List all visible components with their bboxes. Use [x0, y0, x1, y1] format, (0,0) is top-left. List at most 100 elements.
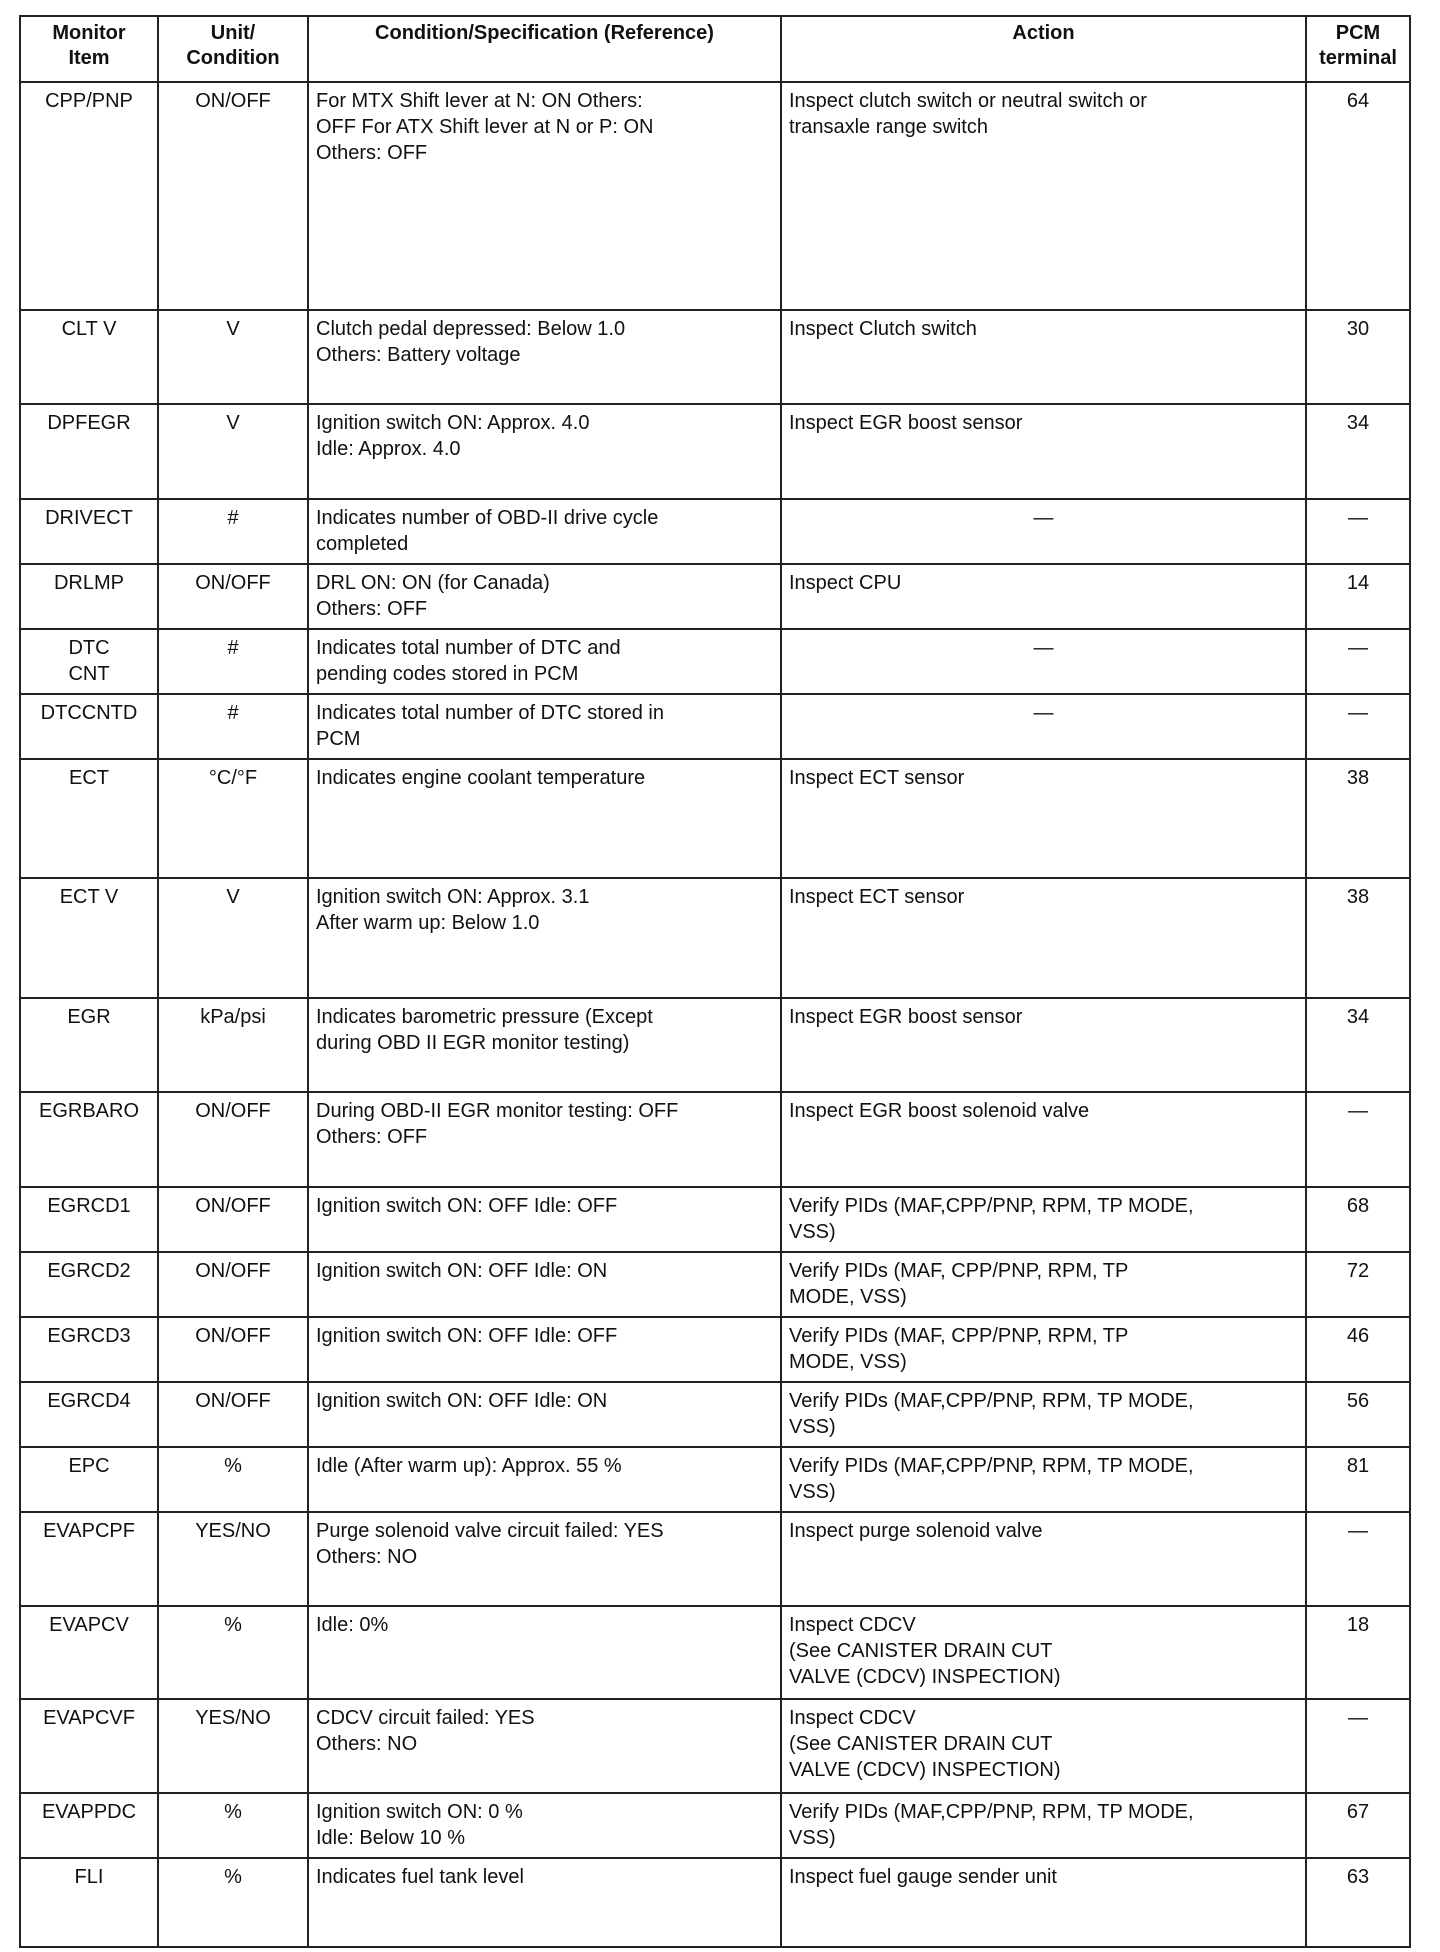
condition-cell: Indicates engine coolant temperature [307, 758, 782, 879]
header-condition-specification: Condition/Specification (Reference) [307, 15, 782, 83]
action-cell: Verify PIDs (MAF, CPP/PNP, RPM, TP MODE,… [780, 1316, 1307, 1383]
pcm-terminal-cell: 72 [1305, 1251, 1411, 1318]
monitor-item-cell: EGRCD2 [19, 1251, 159, 1318]
table-header-row: Monitor Item Unit/ Condition Condition/S… [19, 15, 1411, 83]
pcm-terminal-cell: 38 [1305, 877, 1411, 999]
action-cell: Verify PIDs (MAF,CPP/PNP, RPM, TP MODE, … [780, 1446, 1307, 1513]
monitor-item-cell: DPFEGR [19, 403, 159, 500]
pcm-terminal-cell: 68 [1305, 1186, 1411, 1253]
condition-cell: Ignition switch ON: Approx. 3.1 After wa… [307, 877, 782, 999]
pcm-terminal-cell: 67 [1305, 1792, 1411, 1859]
action-cell: Inspect Clutch switch [780, 309, 1307, 405]
condition-cell: Ignition switch ON: OFF Idle: ON [307, 1251, 782, 1318]
condition-cell: Clutch pedal depressed: Below 1.0 Others… [307, 309, 782, 405]
table-row: EPC% Idle (After warm up): Approx. 55 % Ve… [19, 1446, 1411, 1513]
table-row: EVAPPDC% Ignition switch ON: 0 % Idle: Be… [19, 1792, 1411, 1859]
condition-cell: Indicates total number of DTC stored in … [307, 693, 782, 760]
condition-cell: Purge solenoid valve circuit failed: YES… [307, 1511, 782, 1607]
table-row: EGRBARO ON/OFF During OBD-II EGR monitor t… [19, 1091, 1411, 1188]
unit-cell: ON/OFF [157, 81, 309, 311]
action-cell: Inspect purge solenoid valve [780, 1511, 1307, 1607]
action-cell: Inspect fuel gauge sender unit [780, 1857, 1307, 1948]
table-row: DRIVECT # Indicates number of OBD-II drive… [19, 498, 1411, 565]
unit-cell: kPa/psi [157, 997, 309, 1093]
table-row: EGR kPa/psi Indicates barometric pressure … [19, 997, 1411, 1093]
monitor-item-cell: EVAPCVF [19, 1698, 159, 1794]
condition-cell: Ignition switch ON: 0 % Idle: Below 10 % [307, 1792, 782, 1859]
condition-cell: Ignition switch ON: OFF Idle: OFF [307, 1186, 782, 1253]
action-cell: Inspect CDCV (See CANISTER DRAIN CUT VAL… [780, 1698, 1307, 1794]
pcm-terminal-cell: — [1305, 1698, 1411, 1794]
unit-cell: ON/OFF [157, 1091, 309, 1188]
pcm-terminal-cell: 56 [1305, 1381, 1411, 1448]
pcm-terminal-cell: — [1305, 498, 1411, 565]
condition-cell: Idle: 0% [307, 1605, 782, 1700]
header-unit-condition: Unit/ Condition [157, 15, 309, 83]
unit-cell: ON/OFF [157, 563, 309, 630]
action-cell: Verify PIDs (MAF,CPP/PNP, RPM, TP MODE, … [780, 1186, 1307, 1253]
monitor-item-cell: EPC [19, 1446, 159, 1513]
action-cell: — [780, 498, 1307, 565]
unit-cell: V [157, 877, 309, 999]
pcm-terminal-cell: 46 [1305, 1316, 1411, 1383]
pcm-terminal-cell: 30 [1305, 309, 1411, 405]
action-cell: Inspect ECT sensor [780, 877, 1307, 999]
action-cell: Verify PIDs (MAF,CPP/PNP, RPM, TP MODE, … [780, 1792, 1307, 1859]
condition-cell: CDCV circuit failed: YES Others: NO [307, 1698, 782, 1794]
condition-cell: Indicates fuel tank level [307, 1857, 782, 1948]
unit-cell: ON/OFF [157, 1316, 309, 1383]
condition-cell: Idle (After warm up): Approx. 55 % [307, 1446, 782, 1513]
unit-cell: V [157, 309, 309, 405]
pcm-terminal-cell: 14 [1305, 563, 1411, 630]
monitor-item-cell: EGRCD1 [19, 1186, 159, 1253]
pcm-terminal-cell: 38 [1305, 758, 1411, 879]
unit-cell: # [157, 628, 309, 695]
monitor-item-cell: EVAPCV [19, 1605, 159, 1700]
unit-cell: ON/OFF [157, 1251, 309, 1318]
condition-cell: DRL ON: ON (for Canada) Others: OFF [307, 563, 782, 630]
table-row: ECT V V Ignition switch ON: Approx. 3.1 Af… [19, 877, 1411, 999]
condition-cell: Indicates total number of DTC and pendin… [307, 628, 782, 695]
pcm-terminal-cell: — [1305, 628, 1411, 695]
monitor-item-cell: EGR [19, 997, 159, 1093]
action-cell: Inspect CDCV (See CANISTER DRAIN CUT VAL… [780, 1605, 1307, 1700]
unit-cell: % [157, 1605, 309, 1700]
unit-cell: ON/OFF [157, 1186, 309, 1253]
action-cell: Verify PIDs (MAF,CPP/PNP, RPM, TP MODE, … [780, 1381, 1307, 1448]
table-row: EGRCD2 ON/OFF Ignition switch ON: OFF Idle… [19, 1251, 1411, 1318]
unit-cell: % [157, 1446, 309, 1513]
pcm-terminal-cell: — [1305, 693, 1411, 760]
monitor-item-cell: FLI [19, 1857, 159, 1948]
table-row: CPP/PNP ON/OFF For MTX Shift lever at N: O… [19, 81, 1411, 311]
action-cell: Inspect clutch switch or neutral switch … [780, 81, 1307, 311]
condition-cell: Indicates barometric pressure (Except du… [307, 997, 782, 1093]
header-pcm-terminal: PCM terminal [1305, 15, 1411, 83]
action-cell: Inspect EGR boost sensor [780, 997, 1307, 1093]
monitor-item-cell: EGRCD3 [19, 1316, 159, 1383]
monitor-item-cell: DTC CNT [19, 628, 159, 695]
header-action: Action [780, 15, 1307, 83]
condition-cell: Ignition switch ON: OFF Idle: ON [307, 1381, 782, 1448]
header-monitor-item: Monitor Item [19, 15, 159, 83]
monitor-item-cell: EGRCD4 [19, 1381, 159, 1448]
monitor-item-cell: EGRBARO [19, 1091, 159, 1188]
action-cell: Inspect EGR boost solenoid valve [780, 1091, 1307, 1188]
action-cell: — [780, 628, 1307, 695]
monitor-item-table: Monitor Item Unit/ Condition Condition/S… [19, 15, 1411, 1948]
table-row: EVAPCVF YES/NO CDCV circuit failed: YES Ot… [19, 1698, 1411, 1794]
action-cell: Verify PIDs (MAF, CPP/PNP, RPM, TP MODE,… [780, 1251, 1307, 1318]
action-cell: Inspect EGR boost sensor [780, 403, 1307, 500]
monitor-item-cell: DRLMP [19, 563, 159, 630]
action-cell: Inspect CPU [780, 563, 1307, 630]
table-row: DRLMP ON/OFF DRL ON: ON (for Canada) Other… [19, 563, 1411, 630]
pcm-terminal-cell: — [1305, 1091, 1411, 1188]
unit-cell: # [157, 693, 309, 760]
monitor-item-cell: ECT V [19, 877, 159, 999]
condition-cell: Ignition switch ON: OFF Idle: OFF [307, 1316, 782, 1383]
table-row: DTCCNTD # Indicates total number of DTC st… [19, 693, 1411, 760]
monitor-item-cell: EVAPCPF [19, 1511, 159, 1607]
pcm-terminal-cell: — [1305, 1511, 1411, 1607]
condition-cell: During OBD-II EGR monitor testing: OFF O… [307, 1091, 782, 1188]
table-row: EVAPCPF YES/NO Purge solenoid valve circui… [19, 1511, 1411, 1607]
action-cell: — [780, 693, 1307, 760]
